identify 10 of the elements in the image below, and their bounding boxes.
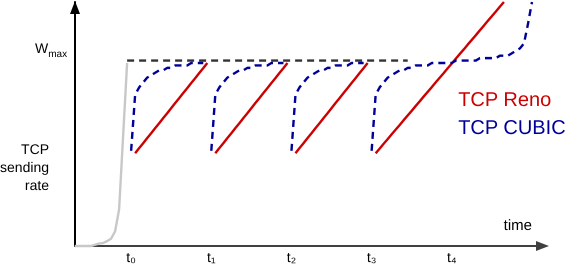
- y-axis-title: TCP sending rate: [0, 141, 50, 193]
- x-axis-title: time: [504, 217, 532, 234]
- text: TCP CUBIC: [458, 117, 566, 139]
- x-tick-label: t₀: [126, 249, 136, 265]
- x-tick-label: t₄: [447, 249, 457, 265]
- text: W$_{max}$: [35, 40, 68, 62]
- x-tick-label: t₃: [366, 249, 376, 265]
- x-tick-label: t₂: [286, 249, 296, 265]
- x-tick-label: t₁: [206, 249, 216, 265]
- series-label: TCP Reno: [458, 89, 552, 111]
